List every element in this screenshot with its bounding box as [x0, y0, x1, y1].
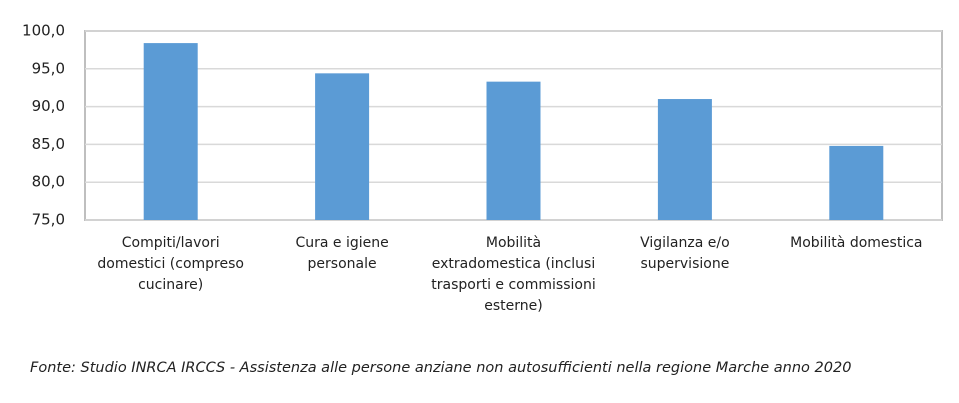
x-tick-label: Cura e igiene personale — [295, 235, 389, 272]
y-tick-label: 80,0 — [32, 173, 65, 191]
bar — [486, 81, 541, 220]
x-tick-label: Mobilità domestica — [790, 235, 923, 251]
y-tick-label: 95,0 — [32, 59, 65, 77]
x-tick-label: Vigilanza e/o supervisione — [640, 235, 730, 272]
bar — [315, 73, 370, 220]
bar — [657, 99, 712, 220]
y-tick-label: 75,0 — [32, 211, 65, 229]
y-tick-label: 85,0 — [32, 135, 65, 153]
bar — [143, 43, 198, 220]
x-tick-label: Compiti/lavori domestici (compreso cucin… — [97, 235, 244, 293]
source-note: Fonte: Studio INRCA IRCCS - Assistenza a… — [30, 360, 852, 376]
x-tick-label: Mobilità extradomestica (inclusi traspor… — [431, 235, 596, 314]
y-tick-label: 100,0 — [22, 22, 65, 40]
bar — [829, 145, 884, 220]
y-tick-label: 90,0 — [32, 97, 65, 115]
